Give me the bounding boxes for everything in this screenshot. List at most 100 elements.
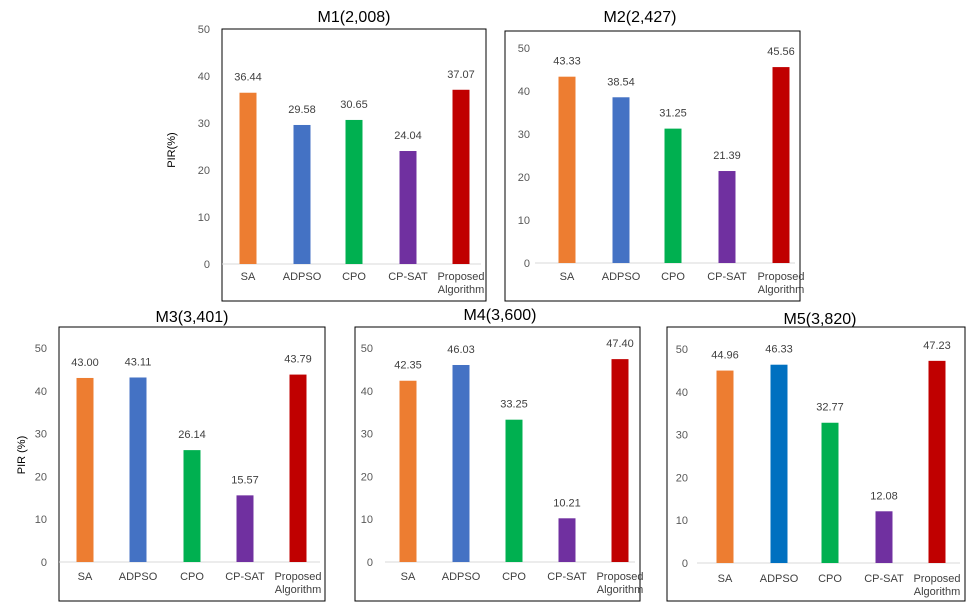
x-tick-label: Proposed Algorithm bbox=[437, 271, 484, 296]
chart-2: M2(2,427) 0 10 20 30 40 50 43.33 SA 38.54 ADPSO 31.… bbox=[504, 9, 805, 302]
y-tick-label: 50 bbox=[35, 343, 47, 355]
y-tick-label: 50 bbox=[676, 344, 688, 356]
chart-border bbox=[354, 326, 641, 602]
y-tick-label: 40 bbox=[35, 386, 47, 398]
x-tick-label: ADPSO bbox=[283, 271, 322, 283]
y-tick-label: 40 bbox=[198, 71, 210, 83]
y-tick-label: 20 bbox=[35, 471, 47, 483]
x-tick-label: ADPSO bbox=[602, 271, 641, 283]
bar-adpso bbox=[612, 97, 630, 263]
bar-cp-sat bbox=[718, 171, 736, 263]
bar-adpso bbox=[770, 364, 788, 563]
data-label: 31.25 bbox=[659, 108, 687, 120]
y-tick-label: 30 bbox=[518, 129, 530, 141]
bar-cpo bbox=[821, 422, 839, 563]
chart-1: M1(2,008) 0 10 20 30 40 50 PIR(%) 36.44 SA 29.58 AD… bbox=[166, 9, 487, 302]
bar-adpso bbox=[293, 124, 311, 264]
chart-5: M5(3,820) 0 10 20 30 40 50 44.96 SA 46.33 ADPSO 32.… bbox=[666, 311, 966, 602]
chart-title: M3(3,401) bbox=[156, 309, 229, 326]
bar-sa bbox=[76, 377, 94, 562]
x-tick-label: SA bbox=[401, 571, 416, 583]
chart-border bbox=[58, 326, 326, 602]
chart-3: M3(3,401) 0 10 20 30 40 50 PIR (%) 43.00 SA 43.11 A… bbox=[16, 309, 326, 602]
data-label: 43.79 bbox=[284, 354, 312, 366]
data-label: 15.57 bbox=[231, 474, 259, 486]
bar-sa bbox=[239, 92, 257, 265]
y-tick-label: 10 bbox=[35, 514, 47, 526]
data-label: 30.65 bbox=[340, 99, 368, 111]
data-label: 44.96 bbox=[711, 350, 739, 362]
chart-border bbox=[666, 326, 966, 602]
y-tick-label: 10 bbox=[676, 515, 688, 527]
bar-proposed-algorithm bbox=[928, 360, 946, 563]
x-tick-label: CP-SAT bbox=[547, 571, 587, 583]
chart-border bbox=[221, 28, 487, 302]
x-tick-label: CP-SAT bbox=[707, 271, 747, 283]
data-label: 36.44 bbox=[234, 72, 262, 84]
chart-title: M5(3,820) bbox=[784, 311, 857, 328]
x-tick-label: Proposed Algorithm bbox=[913, 573, 960, 598]
y-tick-label: 10 bbox=[198, 212, 210, 224]
x-tick-label: CPO bbox=[661, 271, 685, 283]
x-tick-label: ADPSO bbox=[119, 571, 158, 583]
data-label: 29.58 bbox=[288, 104, 316, 116]
y-tick-label: 30 bbox=[35, 429, 47, 441]
data-label: 37.07 bbox=[447, 69, 475, 81]
data-label: 12.08 bbox=[870, 490, 898, 502]
data-label: 43.11 bbox=[125, 356, 152, 368]
y-tick-label: 20 bbox=[361, 471, 373, 483]
data-label: 47.40 bbox=[606, 338, 634, 350]
x-tick-label: ADPSO bbox=[760, 573, 799, 585]
chart-title: M4(3,600) bbox=[464, 307, 537, 324]
data-label: 42.35 bbox=[394, 360, 422, 372]
y-tick-label: 0 bbox=[41, 557, 47, 569]
data-label: 24.04 bbox=[394, 130, 422, 142]
y-tick-label: 0 bbox=[204, 259, 210, 271]
chart-4: M4(3,600) 0 10 20 30 40 50 42.35 SA 46.03 ADPSO 33.… bbox=[354, 307, 644, 602]
bar-proposed-algorithm bbox=[452, 89, 470, 264]
y-tick-label: 30 bbox=[198, 118, 210, 130]
data-label: 33.25 bbox=[500, 399, 528, 411]
x-tick-label: Proposed Algorithm bbox=[596, 571, 643, 596]
bar-cpo bbox=[664, 128, 682, 263]
bar-cp-sat bbox=[558, 518, 576, 562]
bar-cp-sat bbox=[875, 511, 893, 563]
y-tick-label: 20 bbox=[198, 165, 210, 177]
y-axis-label: PIR (%) bbox=[16, 436, 28, 475]
y-tick-label: 20 bbox=[518, 172, 530, 184]
data-label: 47.23 bbox=[923, 340, 951, 352]
y-tick-label: 0 bbox=[682, 558, 688, 570]
bar-sa bbox=[716, 370, 734, 563]
y-tick-label: 10 bbox=[361, 514, 373, 526]
data-label: 38.54 bbox=[607, 76, 635, 88]
bar-proposed-algorithm bbox=[611, 359, 629, 562]
y-tick-label: 40 bbox=[676, 387, 688, 399]
x-tick-label: Proposed Algorithm bbox=[274, 571, 321, 596]
x-tick-label: CP-SAT bbox=[225, 571, 265, 583]
bar-cpo bbox=[345, 119, 363, 264]
x-tick-label: SA bbox=[78, 571, 93, 583]
y-tick-label: 10 bbox=[518, 215, 530, 227]
data-label: 43.33 bbox=[553, 56, 581, 68]
y-tick-label: 40 bbox=[518, 86, 530, 98]
y-tick-label: 30 bbox=[361, 429, 373, 441]
bar-proposed-algorithm bbox=[289, 374, 307, 562]
y-tick-label: 40 bbox=[361, 386, 373, 398]
data-label: 45.56 bbox=[767, 46, 795, 58]
x-tick-label: SA bbox=[241, 271, 256, 283]
x-tick-label: SA bbox=[560, 271, 575, 283]
data-label: 46.03 bbox=[447, 344, 475, 356]
x-tick-label: CPO bbox=[180, 571, 204, 583]
bar-adpso bbox=[129, 377, 147, 562]
x-tick-label: ADPSO bbox=[442, 571, 481, 583]
bar-sa bbox=[558, 76, 576, 263]
y-tick-label: 50 bbox=[518, 43, 530, 55]
x-tick-label: SA bbox=[718, 573, 733, 585]
x-tick-label: CP-SAT bbox=[864, 573, 904, 585]
data-label: 43.00 bbox=[71, 357, 99, 369]
y-axis-label: PIR(%) bbox=[166, 132, 178, 167]
y-tick-label: 0 bbox=[524, 258, 530, 270]
x-tick-label: CPO bbox=[818, 573, 842, 585]
bar-cp-sat bbox=[236, 495, 254, 562]
